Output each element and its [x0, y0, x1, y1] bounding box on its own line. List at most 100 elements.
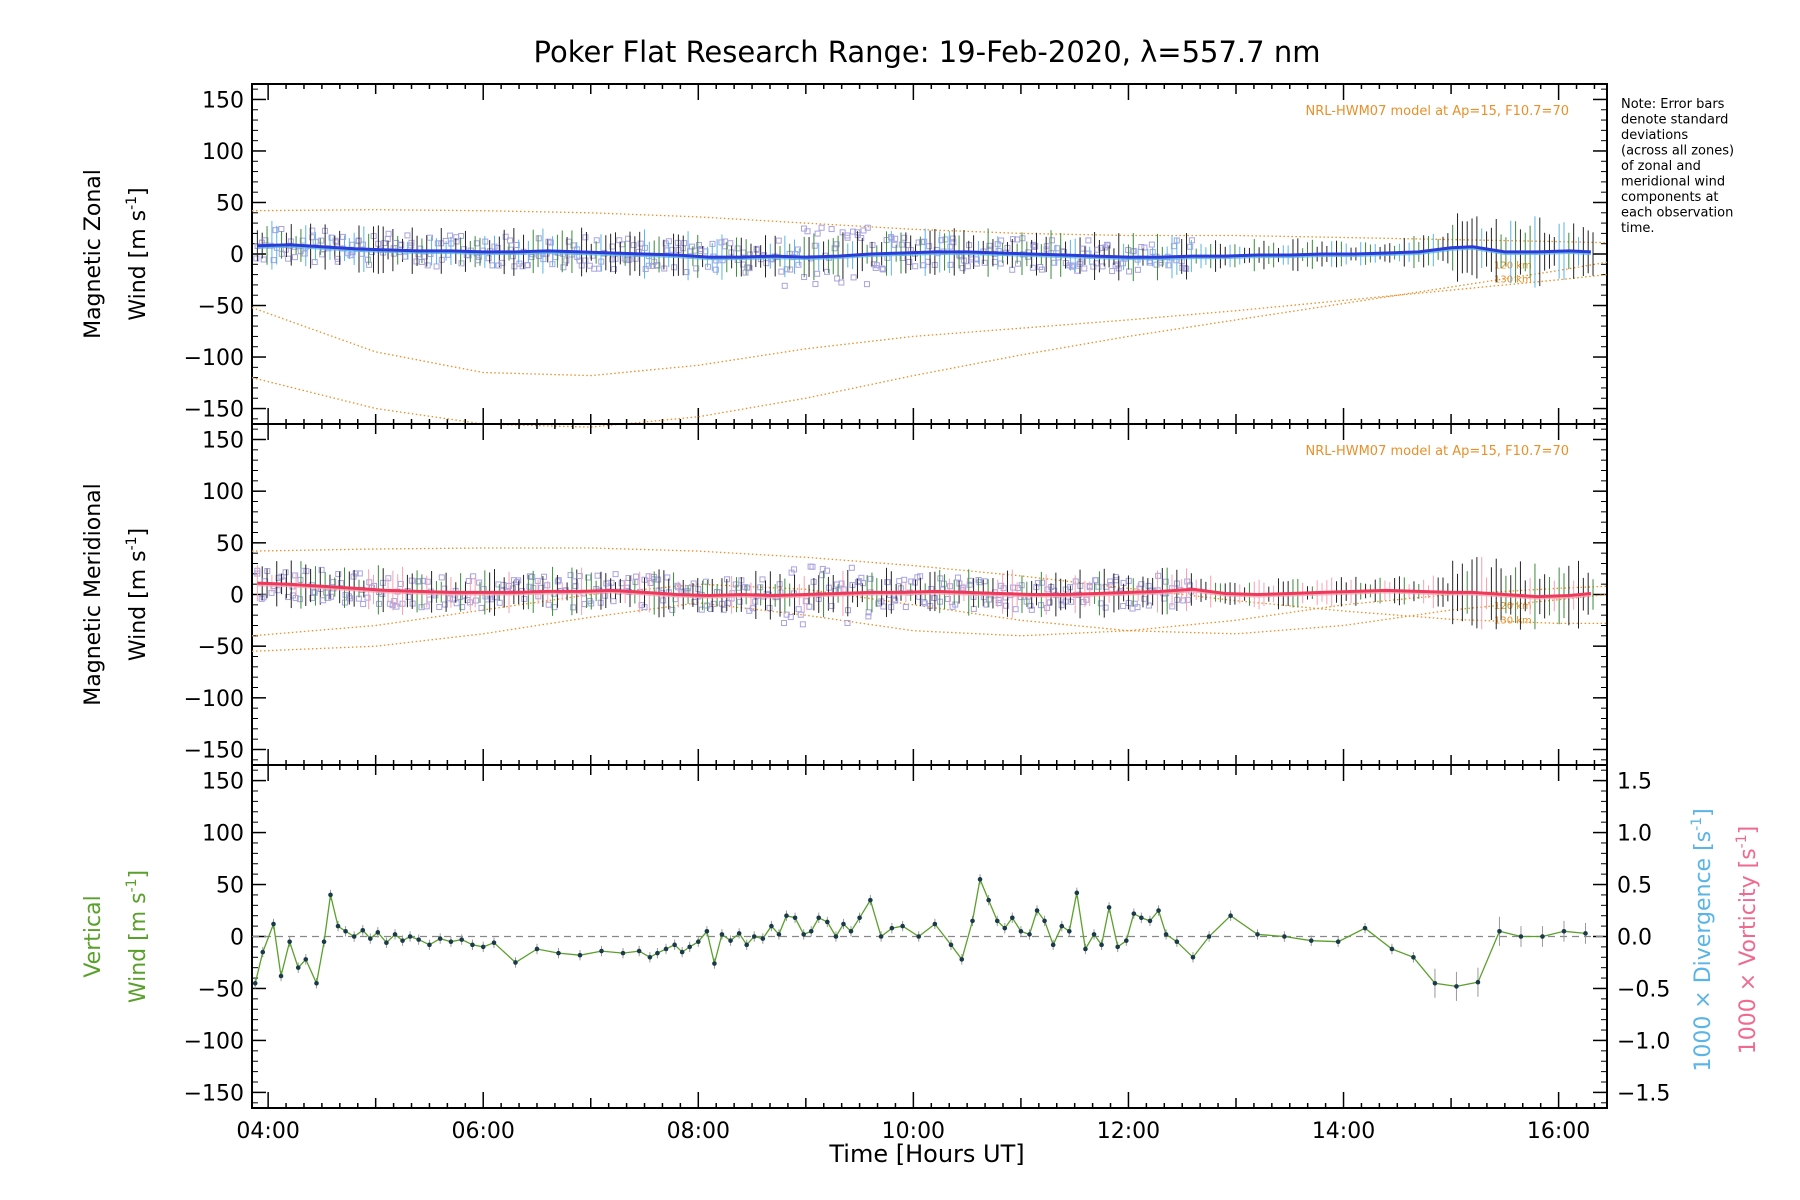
scatter-point: [732, 581, 739, 588]
model-curve: [251, 273, 1608, 377]
scatter-point: [865, 613, 872, 620]
x-tick-label: 04:00: [236, 1119, 299, 1144]
vertical-data-point: [655, 950, 660, 956]
y-tick-label: −150: [184, 398, 244, 423]
scatter-point: [1085, 237, 1092, 244]
scatter-point: [1102, 604, 1109, 611]
scatter-point: [282, 569, 289, 576]
scatter-point: [438, 574, 445, 581]
vertical-data-point: [1540, 934, 1545, 939]
scatter-point: [572, 582, 579, 589]
vertical-data-point: [704, 929, 710, 934]
scatter-point: [831, 245, 838, 252]
scatter-point: [459, 604, 466, 611]
scatter-point: [330, 579, 337, 586]
vertical-data-point: [1518, 934, 1524, 939]
scatter-point: [513, 242, 520, 249]
altitude-label: 120 km: [1494, 260, 1532, 271]
scatter-point: [867, 575, 874, 582]
model-curve: [251, 209, 1608, 244]
scatter-point: [594, 572, 601, 579]
vertical-data-point: [663, 946, 669, 952]
scatter-point: [1129, 605, 1136, 612]
vertical-data-point: [647, 954, 653, 960]
scatter-point: [902, 604, 909, 611]
y-axis-label-line2: Wind [m s-1]: [124, 187, 151, 320]
vertical-data-point: [577, 952, 583, 958]
scatter-point: [570, 242, 577, 249]
scatter-point: [626, 256, 633, 263]
note-line: deviations: [1621, 128, 1688, 143]
y-axis-label-text: Wind [m s: [126, 892, 151, 1003]
vertical-data-point: [321, 939, 327, 944]
y-axis-label-close: ]: [126, 870, 151, 879]
scatter-point: [278, 225, 285, 232]
scatter-point: [1107, 578, 1114, 585]
scatter-point: [318, 237, 325, 244]
scatter-point: [1070, 262, 1077, 269]
vertical-data-point: [599, 948, 604, 954]
vertical-data-point: [384, 940, 389, 946]
vertical-data-point: [1067, 929, 1072, 934]
y-tick-label: 100: [202, 480, 244, 505]
scatter-point: [812, 281, 819, 288]
scatter-point: [563, 257, 570, 264]
scatter-point: [950, 239, 957, 246]
scatter-point: [1141, 595, 1148, 602]
scatter-point: [802, 598, 809, 605]
scatter-point: [1043, 243, 1050, 250]
x-tick-label: 08:00: [667, 1119, 730, 1144]
scatter-point: [763, 260, 770, 267]
scatter-point: [828, 226, 835, 233]
vertical-data-point: [287, 939, 292, 944]
scatter-point: [529, 574, 536, 581]
scatter-point: [1010, 584, 1017, 591]
scatter-point: [931, 595, 938, 602]
vertical-data-point: [857, 915, 862, 921]
y-axis-label-sup: -1: [124, 536, 140, 550]
scatter-point: [1054, 245, 1061, 252]
scatter-point: [1051, 259, 1058, 266]
y-axis-label-line1: Magnetic Zonal: [81, 169, 106, 339]
scatter-point: [470, 573, 477, 580]
scatter-point: [795, 261, 802, 268]
vertical-data-point: [878, 934, 884, 939]
scatter-point: [502, 233, 509, 240]
vertical-data-point: [392, 932, 398, 937]
scatter-point: [952, 601, 959, 608]
scatter-point: [1044, 604, 1051, 611]
scatter-point: [642, 266, 649, 273]
scatter-point: [552, 254, 559, 261]
scatter-point: [787, 614, 794, 621]
scatter-point: [1093, 577, 1100, 584]
scatter-point: [722, 243, 729, 250]
scatter-point: [333, 239, 340, 246]
scatter-point: [335, 571, 342, 578]
scatter-point: [664, 574, 671, 581]
scatter-point: [1162, 578, 1169, 585]
scatter-point: [916, 593, 923, 600]
y-axis-label-line1: Magnetic Meridional: [81, 483, 106, 705]
scatter-point: [1187, 582, 1194, 589]
scatter-point: [405, 593, 412, 600]
scatter-point: [1037, 264, 1044, 271]
y-tick-label: 50: [216, 532, 244, 557]
scatter-point: [1029, 264, 1036, 271]
vertical-data-point: [1411, 954, 1416, 960]
scatter-point: [1187, 243, 1194, 250]
scatter-point: [260, 256, 267, 263]
scatter-point: [310, 588, 317, 595]
scatter-point: [274, 587, 281, 594]
scatter-point: [258, 595, 265, 602]
scatter-point: [507, 237, 514, 244]
scatter-point: [309, 234, 316, 241]
scatter-point: [898, 241, 905, 248]
scatter-point: [766, 605, 773, 612]
scatter-point: [778, 268, 785, 275]
y-axis-label-sup: -1: [124, 196, 140, 210]
y-tick-label: 150: [202, 770, 244, 795]
scatter-point: [1068, 263, 1075, 270]
x-axis-label: Time [Hours UT]: [828, 1140, 1024, 1168]
scatter-point: [896, 578, 903, 585]
vertical-data-point: [459, 937, 465, 942]
